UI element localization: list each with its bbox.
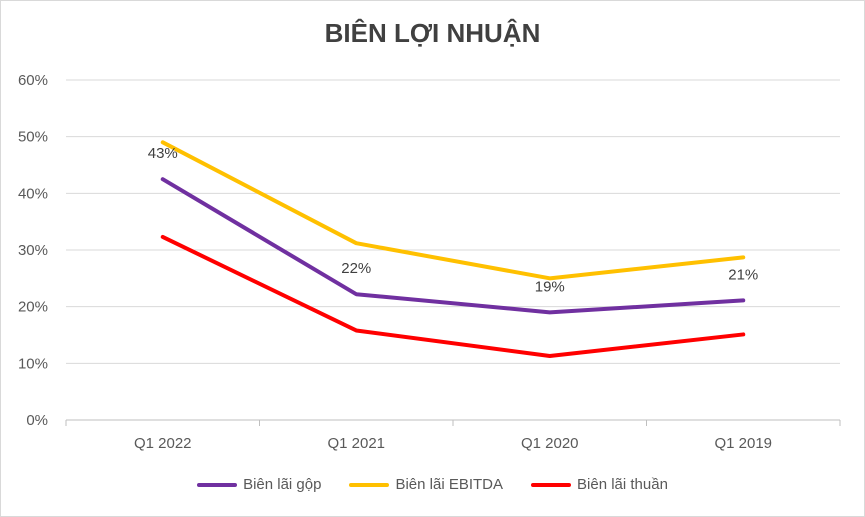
series-line-1 xyxy=(160,177,746,315)
series-line-3 xyxy=(160,234,746,358)
data-label: 22% xyxy=(341,260,371,277)
series-line-2 xyxy=(160,140,746,281)
data-label: 21% xyxy=(728,266,758,283)
chart-legend: Biên lãi gộp Biên lãi EBITDA Biên lãi thuầ… xyxy=(0,476,865,493)
x-tick-label: Q1 2020 xyxy=(521,435,579,452)
x-tick-label: Q1 2022 xyxy=(134,435,192,452)
y-tick-label: 30% xyxy=(18,242,48,259)
legend-item: Biên lãi thuần xyxy=(531,476,668,493)
legend-label: Biên lãi thuần xyxy=(577,476,668,493)
y-tick-label: 20% xyxy=(18,299,48,316)
y-tick-label: 0% xyxy=(26,412,48,429)
legend-swatch xyxy=(197,482,238,487)
y-tick-label: 60% xyxy=(18,72,48,89)
chart-title: BIÊN LỢI NHUẬN xyxy=(324,18,541,48)
data-label: 43% xyxy=(148,145,178,162)
legend-swatch xyxy=(349,482,390,487)
x-tick-label: Q1 2019 xyxy=(714,435,772,452)
x-tick-label: Q1 2021 xyxy=(327,435,385,452)
data-label: 19% xyxy=(535,278,565,295)
legend-swatch xyxy=(531,482,572,487)
legend-item: Biên lãi gộp xyxy=(197,476,321,493)
legend-item: Biên lãi EBITDA xyxy=(349,476,503,493)
y-tick-label: 50% xyxy=(18,129,48,146)
legend-label: Biên lãi EBITDA xyxy=(395,476,504,493)
y-tick-label: 40% xyxy=(18,185,48,202)
y-tick-label: 10% xyxy=(18,355,48,372)
legend-label: Biên lãi gộp xyxy=(243,476,322,493)
